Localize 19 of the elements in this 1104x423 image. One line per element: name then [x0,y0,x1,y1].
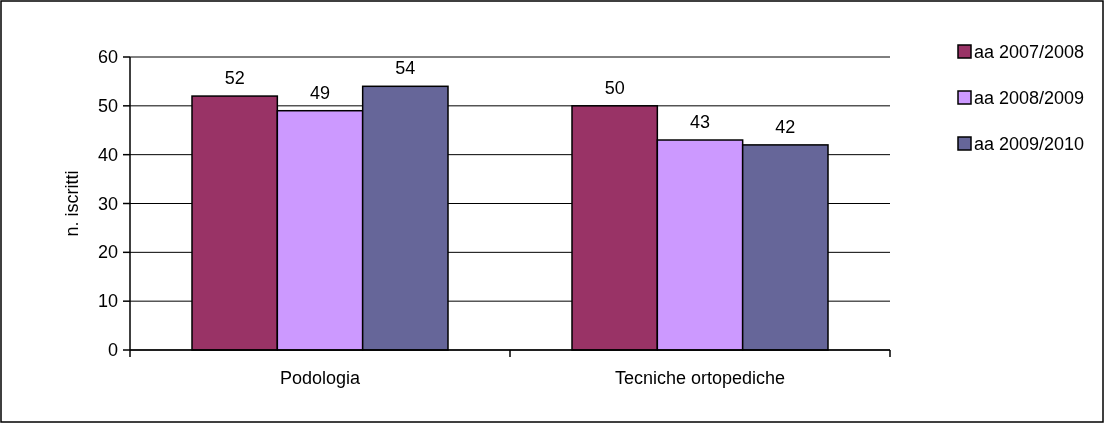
legend-label: aa 2008/2009 [974,88,1085,108]
y-axis-title: n. iscritti [62,170,82,237]
x-tick-label: Podologia [279,368,362,388]
y-tick-label: 20 [97,242,118,263]
y-tick-label: 40 [97,144,118,165]
y-tick-label: 50 [97,95,118,116]
data-label: 54 [395,58,416,79]
y-tick-label: 10 [97,291,118,312]
y-tick-label: 30 [97,193,118,214]
data-label: 50 [604,77,625,98]
legend-label: aa 2009/2010 [974,134,1085,154]
data-label: 43 [689,112,711,133]
legend-label: aa 2007/2008 [974,42,1085,62]
data-label: 52 [224,68,245,89]
x-tick-label: Tecniche ortopediche [614,368,786,388]
data-label: 42 [775,116,796,137]
y-tick-label: 0 [107,340,118,360]
data-label: 49 [309,82,331,103]
y-tick-label: 60 [97,47,118,67]
